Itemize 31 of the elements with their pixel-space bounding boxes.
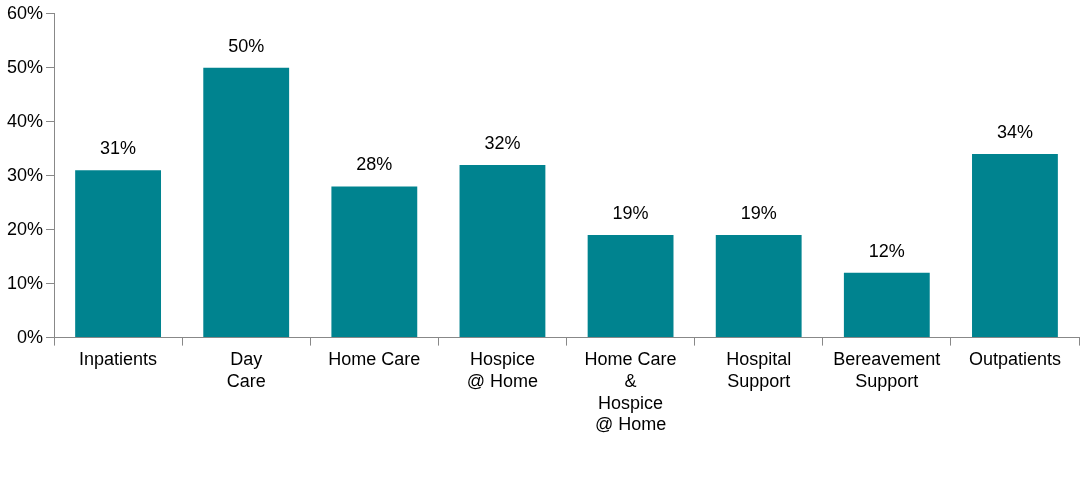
x-tick-label: Outpatients [968,349,1061,370]
bar [587,235,674,338]
bar [459,164,546,338]
y-tick-label: 40% [7,110,44,131]
x-tick-label: Home Care [328,349,421,370]
bar [75,170,162,338]
bar [715,235,802,338]
data-label: 28% [356,154,393,175]
bar [843,272,930,338]
y-tick-label: 10% [7,272,44,293]
bar [331,186,418,338]
x-tick-label: Day Care [226,349,266,391]
x-tick-label: Inpatients [79,349,158,370]
data-label: 34% [996,122,1033,143]
x-tick-label: Hospice @ Home [466,349,539,391]
data-label: 12% [868,240,905,261]
y-tick-label: 20% [7,218,44,239]
y-tick-label: 50% [7,56,44,77]
x-tick-label: Bereavement Support [833,349,941,391]
bar [972,154,1058,338]
bar [203,67,290,338]
data-label: 50% [228,35,265,56]
y-tick-label: 0% [17,326,44,347]
x-tick-label: Hospital Support [726,349,792,391]
x-tick-label: Home Care & Hospice @ Home [584,349,677,435]
data-label: 19% [740,203,777,224]
y-tick-label: 30% [7,164,44,185]
data-label: 19% [612,203,649,224]
data-label: 31% [100,138,137,159]
y-tick-label: 60% [7,2,44,23]
data-label: 32% [484,132,521,153]
